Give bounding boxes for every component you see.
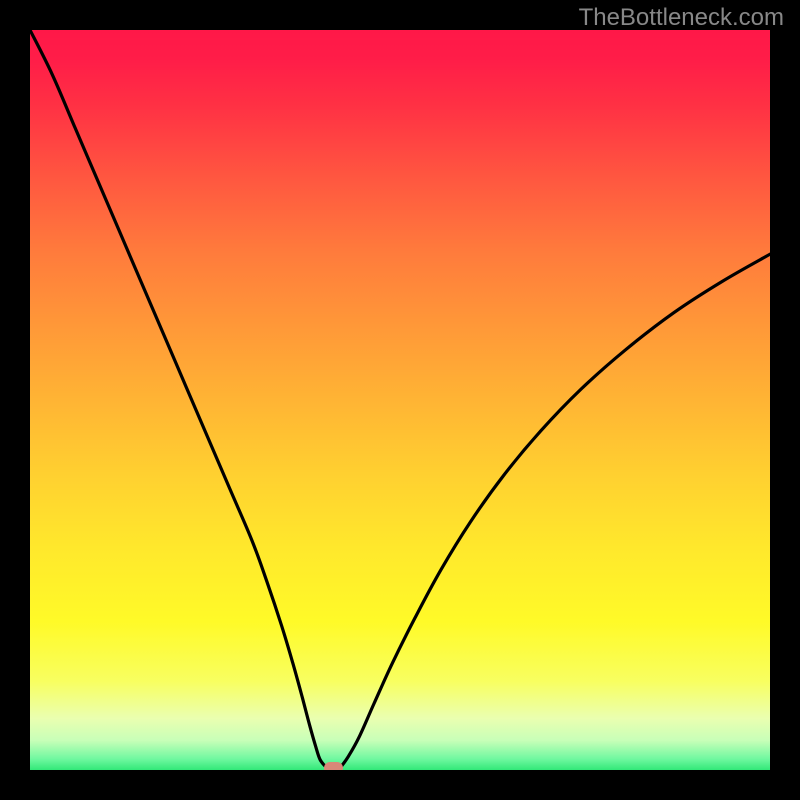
- minimum-marker: [324, 762, 343, 770]
- curve-right-branch: [341, 254, 770, 767]
- watermark-text: TheBottleneck.com: [579, 4, 784, 32]
- bottleneck-curve: [30, 30, 770, 770]
- plot-area: [30, 30, 770, 770]
- curve-left-branch: [30, 30, 326, 767]
